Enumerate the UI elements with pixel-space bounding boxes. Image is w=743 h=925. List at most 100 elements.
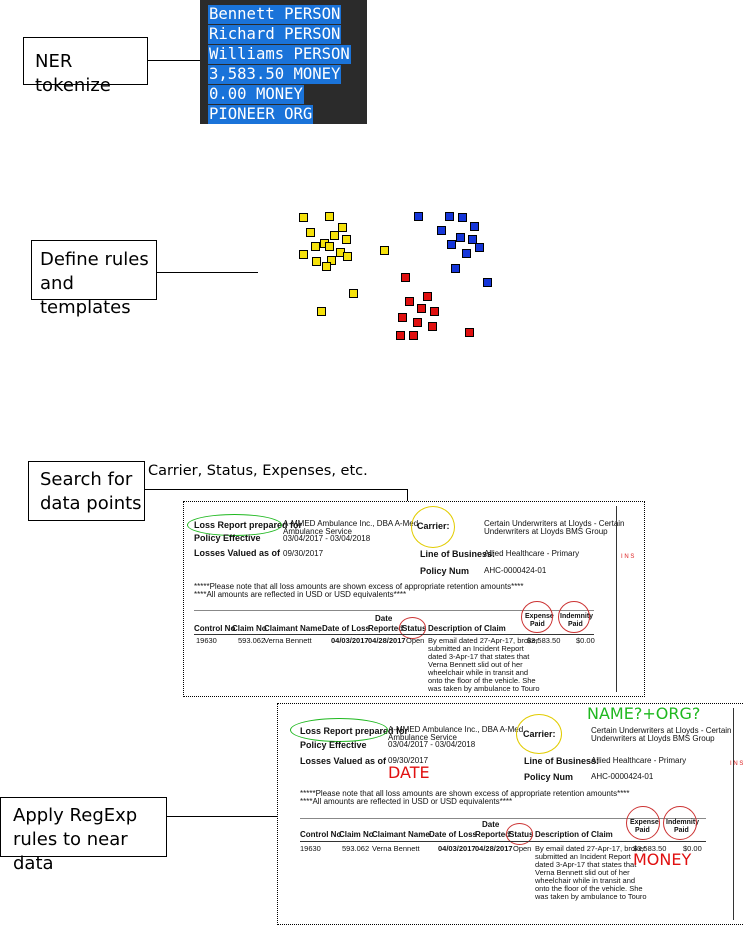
row-description-line: submitted an Incident Report [428, 644, 524, 653]
row-indemnity-paid: $0.00 [576, 636, 595, 645]
col-date-reported-line1: Date [375, 614, 393, 623]
search-connector-drop [407, 489, 408, 501]
note-line2: ****All amounts are reflected in USD or … [194, 590, 407, 599]
cluster-point-blue [414, 212, 423, 221]
col-date-reported-line2: Reported [368, 624, 404, 633]
row-claimant-name: Verna Bennett [372, 844, 420, 853]
date-annotation: DATE [388, 763, 430, 782]
cluster-point-blue [462, 249, 471, 258]
note-line2: ****All amounts are reflected in USD or … [300, 797, 513, 806]
losses-valued-value: 09/30/2017 [283, 549, 324, 558]
table-top-rule [300, 818, 706, 819]
insured-name-line2: Ambulance Service [283, 527, 352, 536]
cluster-point-red [423, 292, 432, 301]
note-line1: *****Please note that all loss amounts a… [300, 789, 630, 798]
apply-label-line1: Apply RegExp [13, 805, 138, 826]
apply-regexp-box: Apply RegExp rules to near data [0, 797, 167, 874]
cluster-point-yellow [380, 246, 389, 255]
cluster-point-red [428, 322, 437, 331]
cluster-point-yellow [343, 252, 352, 261]
cluster-point-red [409, 331, 418, 340]
row-claim-no: 593.062 [342, 844, 370, 853]
table-header-rule [194, 634, 594, 635]
loss-report-highlight [290, 718, 388, 742]
cluster-point-yellow [327, 256, 336, 265]
cluster-point-blue [447, 240, 456, 249]
row-expense-paid: $3,583.50 [527, 636, 561, 645]
carrier-highlight [516, 714, 562, 754]
row-description-line: wheelchair while in transit and [535, 876, 636, 885]
row-status: Open [406, 636, 425, 645]
money-annotation: MONEY [633, 850, 692, 869]
row-description-line: submitted an Incident Report [535, 852, 631, 861]
indemnity-highlight [558, 601, 590, 633]
cluster-point-blue [475, 243, 484, 252]
row-date-reported: 04/28/2017 [368, 636, 406, 645]
cluster-point-red [401, 273, 410, 282]
row-description-line: By email dated 27-Apr-17, broker [428, 636, 539, 645]
cluster-point-blue [458, 213, 467, 222]
search-data-points-box: Search for data points [28, 461, 145, 521]
cluster-point-red [396, 331, 405, 340]
row-date-of-loss: 04/03/2017 [438, 844, 476, 853]
ner-token: PIONEER ORG [208, 105, 314, 124]
col-control-no: Control No [300, 830, 342, 839]
carrier-value-line1: Certain Underwriters at Lloyds - Certain [591, 726, 732, 735]
row-expense-paid: $3,583.50 [633, 844, 667, 853]
row-date-of-loss: 04/03/2017 [331, 636, 369, 645]
cluster-point-red [398, 313, 407, 322]
row-status: Open [513, 844, 532, 853]
line-of-business-label: Line of Business: [420, 549, 496, 559]
status-highlight [399, 617, 426, 639]
policy-effective-value: 03/04/2017 - 03/04/2018 [283, 534, 371, 543]
cluster-point-red [430, 307, 439, 316]
line-of-business-value: Allied Healthcare - Primary [591, 756, 687, 765]
cluster-point-red [417, 304, 426, 313]
row-indemnity-paid: $0.00 [683, 844, 702, 853]
rules-connector [157, 272, 258, 273]
policy-effective-label: Policy Effective [194, 533, 261, 543]
col-control-no: Control No [194, 624, 236, 633]
carrier-highlight [411, 506, 455, 548]
expense-highlight [626, 806, 660, 840]
row-description-line: onto the floor of the vehicle. She [535, 884, 643, 893]
cluster-point-blue [470, 222, 479, 231]
status-highlight [506, 823, 533, 845]
policy-num-value: AHC-0000424-01 [591, 772, 654, 781]
row-claimant-name: Verna Bennett [264, 636, 312, 645]
name-org-annotation: NAME?+ORG? [587, 704, 701, 723]
carrier-value-line2: Underwriters at Lloyds BMS Group [484, 527, 608, 536]
ner-tokenize-box: NER tokenize [23, 37, 148, 96]
insured-name-line1: A-MMED Ambulance Inc., DBA A-Med [283, 519, 419, 528]
cluster-point-yellow [312, 257, 321, 266]
carrier-label: Carrier: [523, 729, 556, 739]
cluster-point-blue [451, 264, 460, 273]
col-description: Description of Claim [535, 830, 613, 839]
expense-highlight [521, 601, 553, 633]
col-date-of-loss: Date of Loss [322, 624, 371, 633]
cluster-point-yellow [349, 289, 358, 298]
col-date-reported-line1: Date [482, 820, 500, 829]
carrier-label: Carrier: [417, 521, 450, 531]
col-description: Description of Claim [428, 624, 506, 633]
cluster-point-yellow [338, 223, 347, 232]
apply-label-line2: rules to near data [13, 829, 128, 874]
row-description-line: onto the floor of the vehicle. She [428, 676, 536, 685]
policy-num-label: Policy Num [420, 566, 470, 576]
apply-connector [167, 816, 277, 817]
search-caption: Carrier, Status, Expenses, etc. [148, 463, 368, 479]
losses-valued-label: Losses Valued as of [194, 548, 281, 558]
col-claim-no: Claim No [232, 624, 267, 633]
row-control-no: 19630 [196, 636, 217, 645]
define-rules-box: Define rules and templates [31, 240, 157, 318]
cluster-point-yellow [330, 231, 339, 240]
cluster-point-blue [468, 235, 477, 244]
search-label-line2: data points [40, 493, 142, 514]
line-of-business-label: Line of Business: [524, 756, 600, 766]
cluster-point-yellow [317, 307, 326, 316]
policy-effective-value: 03/04/2017 - 03/04/2018 [388, 740, 476, 749]
policy-num-label: Policy Num [524, 772, 574, 782]
cluster-point-red [465, 328, 474, 337]
row-description-line: dated 3-Apr-17 that states that [428, 652, 530, 661]
ner-output-terminal: Bennett PERSON Richard PERSON Williams P… [200, 0, 367, 124]
